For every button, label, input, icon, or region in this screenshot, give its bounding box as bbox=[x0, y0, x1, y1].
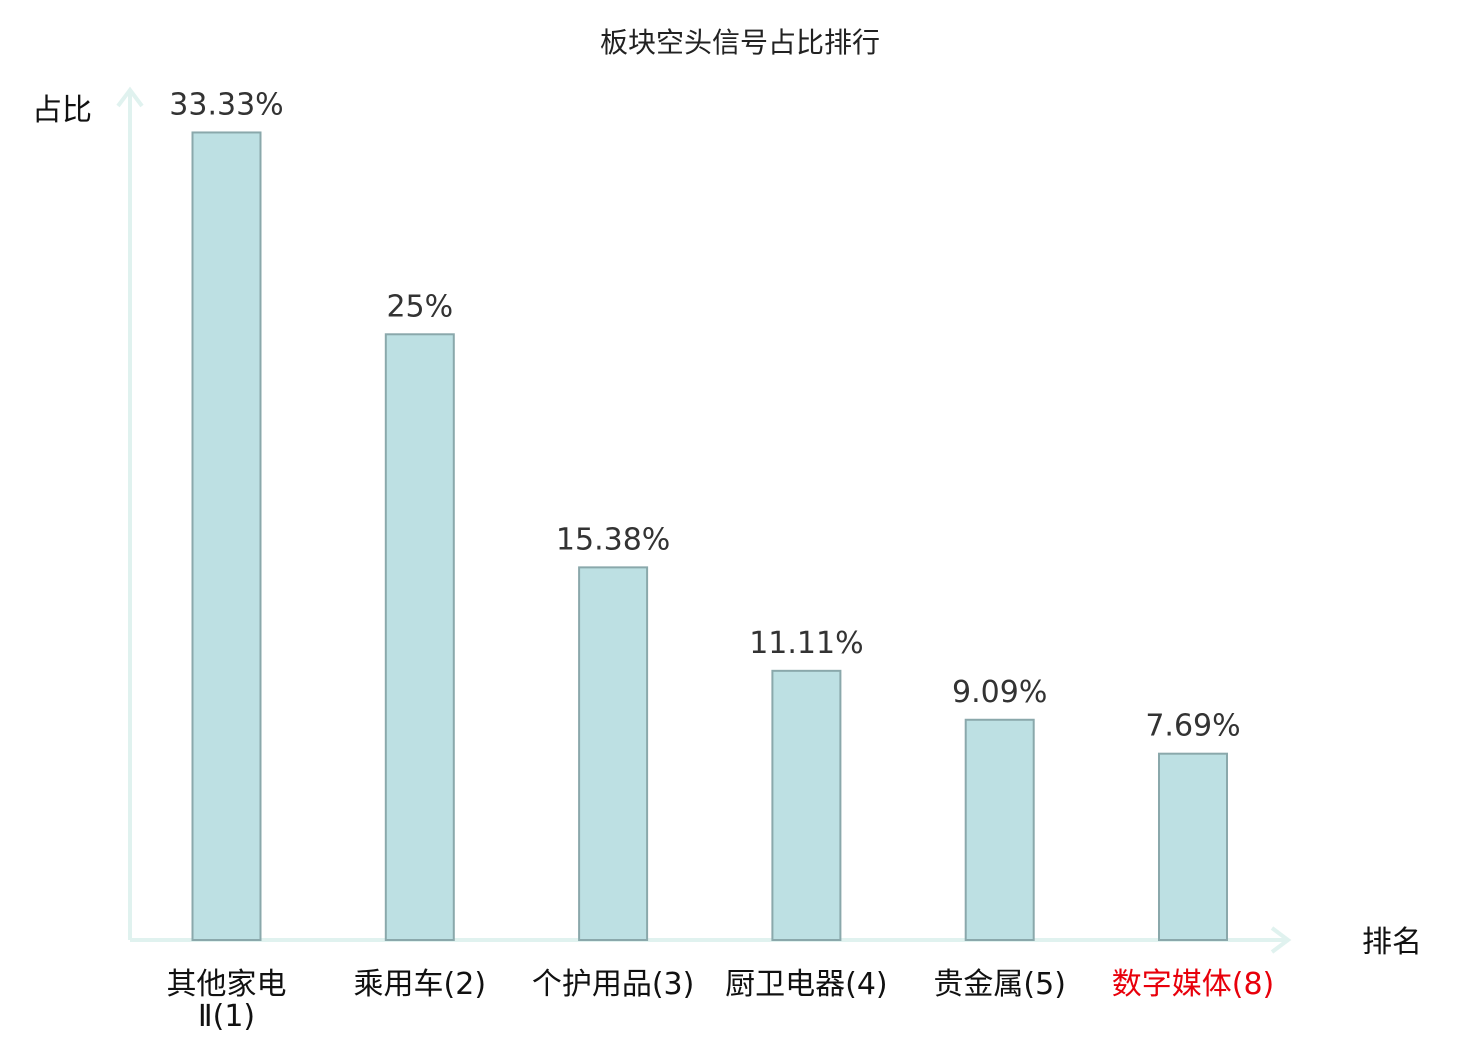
y-axis: 占比 bbox=[32, 86, 144, 940]
x-axis: 排名 bbox=[130, 925, 1422, 960]
value-labels-group: 33.33% 25% 15.38% 11.11% 9.09% 7.69% bbox=[169, 87, 1240, 743]
value-label-2: 25% bbox=[386, 289, 453, 324]
value-label-6: 7.69% bbox=[1145, 709, 1240, 744]
category-label-5: 贵金属(5) bbox=[933, 967, 1066, 1002]
bar-5 bbox=[964, 718, 1035, 941]
category-label-3: 个护用品(3) bbox=[532, 967, 695, 1002]
value-label-4: 11.11% bbox=[749, 626, 863, 661]
category-label-1-line-2: Ⅱ(1) bbox=[198, 999, 255, 1034]
bar-1 bbox=[191, 131, 262, 941]
value-label-3: 15.38% bbox=[556, 522, 670, 557]
x-axis-arrow bbox=[1270, 926, 1292, 954]
value-label-5: 9.09% bbox=[952, 675, 1047, 710]
value-label-1: 33.33% bbox=[169, 87, 283, 122]
bars-group bbox=[191, 131, 1228, 942]
bar-3 bbox=[578, 566, 649, 941]
y-axis-arrow bbox=[116, 86, 144, 108]
bar-2 bbox=[384, 333, 455, 941]
category-label-6: 数字媒体(8) bbox=[1112, 967, 1275, 1002]
bar-4 bbox=[771, 669, 842, 941]
category-label-4: 厨卫电器(4) bbox=[725, 967, 888, 1002]
x-axis-label: 排名 bbox=[1362, 925, 1422, 960]
category-label-1-line-1: 其他家电 bbox=[167, 967, 287, 1002]
bar-6 bbox=[1158, 752, 1228, 942]
category-label-2: 乘用车(2) bbox=[354, 967, 487, 1002]
chart-title: 板块空头信号占比排行 bbox=[600, 26, 880, 59]
y-axis-label: 占比 bbox=[32, 93, 92, 128]
